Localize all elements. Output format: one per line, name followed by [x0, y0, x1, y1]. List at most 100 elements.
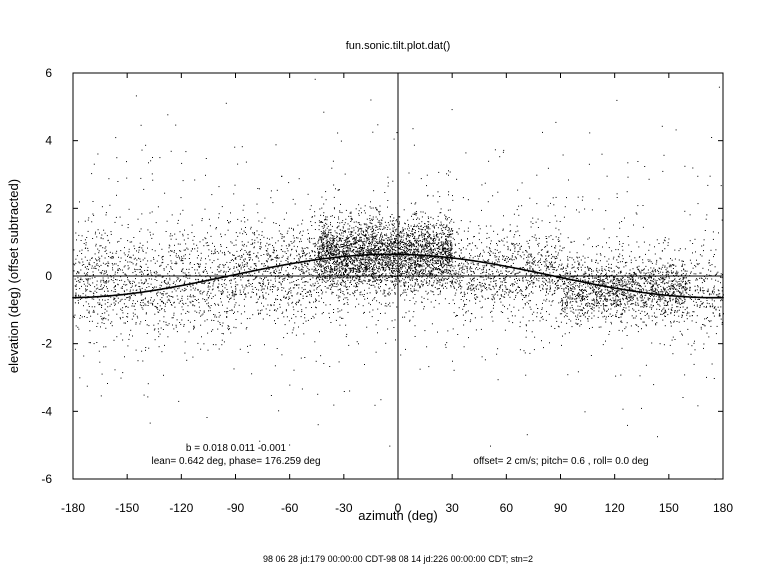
scatter-point [386, 266, 388, 268]
scatter-point [387, 206, 388, 208]
scatter-point [441, 251, 443, 253]
scatter-point [423, 265, 425, 267]
scatter-point [154, 286, 156, 288]
scatter-point [349, 244, 351, 246]
scatter-point [147, 301, 149, 303]
scatter-point [113, 282, 115, 284]
scatter-point [328, 244, 330, 246]
scatter-point [362, 271, 364, 273]
scatter-point [207, 285, 209, 287]
scatter-point [384, 270, 386, 271]
scatter-point [260, 248, 261, 250]
scatter-point [359, 237, 361, 239]
scatter-point [153, 258, 155, 260]
scatter-point [227, 327, 229, 329]
scatter-point [368, 243, 370, 245]
scatter-point [382, 242, 384, 244]
scatter-point [321, 226, 323, 228]
scatter-point [392, 248, 393, 250]
scatter-point [395, 234, 397, 236]
scatter-point [275, 323, 276, 324]
scatter-point [419, 259, 421, 261]
scatter-point [449, 222, 451, 224]
scatter-point [227, 297, 229, 298]
scatter-point [307, 238, 309, 240]
scatter-point [218, 304, 220, 306]
scatter-point [277, 258, 279, 260]
scatter-point [274, 257, 276, 258]
scatter-point [447, 235, 449, 237]
scatter-point [426, 252, 428, 254]
scatter-point [433, 234, 435, 236]
scatter-point [383, 292, 385, 294]
scatter-point [207, 282, 209, 284]
scatter-point [446, 224, 448, 226]
scatter-point [105, 249, 107, 251]
scatter-point [182, 235, 184, 237]
scatter-point [436, 282, 438, 284]
scatter-point [347, 238, 349, 240]
scatter-point [358, 281, 360, 282]
scatter-point [163, 302, 164, 304]
scatter-point [295, 334, 297, 336]
scatter-point [405, 281, 407, 283]
scatter-point [450, 273, 452, 275]
scatter-point [330, 243, 332, 245]
scatter-point [435, 269, 437, 270]
scatter-point [374, 258, 376, 260]
scatter-point [313, 289, 315, 291]
scatter-point [362, 259, 364, 261]
scatter-point [275, 256, 277, 258]
scatter-point [393, 248, 395, 250]
scatter-point [282, 311, 284, 313]
scatter-point [227, 220, 228, 221]
scatter-point [76, 239, 77, 241]
scatter-point [440, 263, 442, 265]
scatter-point [380, 228, 382, 230]
scatter-point [150, 302, 152, 304]
scatter-point [129, 256, 131, 258]
scatter-point [420, 243, 422, 245]
scatter-point [162, 259, 164, 261]
scatter-point [376, 268, 378, 270]
scatter-point [262, 291, 264, 293]
scatter-point [320, 248, 322, 250]
scatter-point [390, 236, 392, 238]
scatter-point [281, 266, 283, 268]
scatter-point [168, 244, 170, 246]
scatter-point [259, 277, 261, 279]
scatter-point [440, 241, 442, 243]
scatter-point [422, 284, 424, 286]
scatter-point [400, 242, 402, 244]
scatter-point [152, 303, 153, 305]
scatter-point [94, 253, 96, 255]
scatter-point [353, 259, 355, 261]
scatter-point [204, 282, 206, 283]
scatter-point [442, 261, 444, 263]
scatter-point [449, 233, 451, 235]
scatter-point [368, 302, 370, 304]
scatter-point [334, 267, 336, 269]
scatter-point [413, 250, 415, 252]
scatter-point [355, 246, 357, 248]
scatter-point [130, 257, 132, 259]
scatter-point [357, 248, 359, 250]
scatter-point [392, 270, 394, 272]
scatter-point [410, 272, 412, 274]
scatter-point [291, 317, 293, 319]
scatter-point [154, 313, 156, 315]
scatter-point [413, 290, 415, 292]
scatter-point [163, 281, 165, 282]
scatter-point [222, 291, 224, 293]
scatter-point [135, 349, 137, 351]
scatter-point [95, 264, 97, 266]
scatter-point [374, 246, 376, 248]
scatter-point [164, 311, 166, 313]
scatter-point [339, 272, 340, 273]
scatter-point [181, 306, 183, 308]
scatter-point [385, 273, 387, 275]
scatter-point [246, 265, 248, 267]
scatter-point [229, 268, 231, 270]
scatter-point [370, 284, 372, 286]
scatter-point [232, 292, 234, 294]
